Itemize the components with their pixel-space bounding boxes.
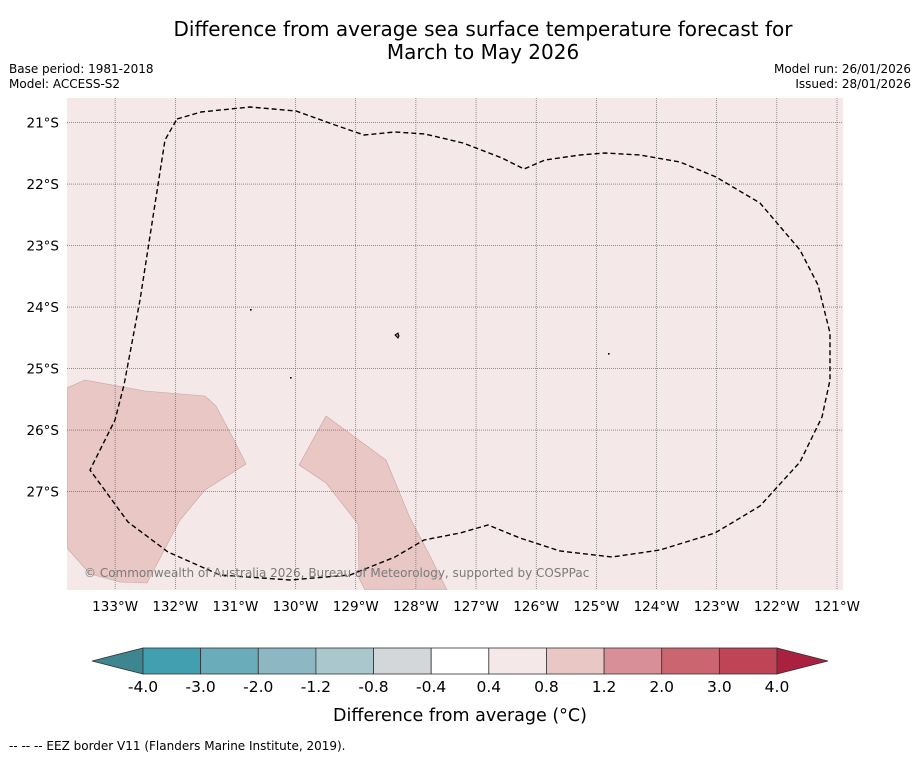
colorbar-label: Difference from average (°C) (333, 706, 587, 726)
island (608, 353, 610, 355)
colorbar-segment (142, 647, 202, 675)
colorbar-segment (488, 647, 547, 675)
islands (250, 309, 610, 379)
latitude-label: 25°S (27, 362, 60, 378)
graticule (67, 98, 843, 590)
colorbar-segment (603, 647, 663, 675)
colorbar-segment (718, 647, 778, 675)
colorbar-tick-label: -0.8 (358, 678, 388, 696)
colorbar-segment (200, 647, 259, 675)
longitude-label: 131°W (212, 599, 258, 615)
meta-left: Base period: 1981-2018 Model: ACCESS-S2 (9, 62, 154, 92)
map-title: Difference from average sea surface temp… (0, 18, 919, 64)
longitude-label: 124°W (634, 599, 680, 615)
map-background (67, 98, 843, 590)
colorbar-tick-label: 1.2 (592, 678, 617, 696)
latitude-label: 27°S (27, 485, 60, 501)
colorbar-tick-labels: -4.0 -3.0 -2.0 -1.2 -0.8 -0.4 0.4 0.8 1.2 2.0 3.0 4… (128, 678, 789, 696)
longitude-label: 130°W (273, 599, 319, 615)
colorbar-tick-label: 3.0 (707, 678, 732, 696)
colorbar-over-extension (776, 647, 829, 675)
longitude-label: 121°W (814, 599, 860, 615)
island (250, 309, 252, 311)
colorbar-tick-label: 0.8 (534, 678, 559, 696)
longitude-label: 133°W (92, 599, 138, 615)
issued-date: Issued: 28/01/2026 (795, 77, 911, 91)
colorbar-tick-label: -2.0 (243, 678, 273, 696)
meta-right: Model run: 26/01/2026 Issued: 28/01/2026 (774, 62, 911, 92)
colorbar-tick-label: 4.0 (765, 678, 790, 696)
warm-anomaly-area-central (298, 415, 448, 590)
longitude-labels: 133°W 132°W 131°W 130°W 129°W 128°W 127°W 126°W… (92, 599, 860, 615)
title-line-1: Difference from average sea surface temp… (173, 17, 793, 41)
longitude-label: 126°W (513, 599, 559, 615)
model-name: Model: ACCESS-S2 (9, 77, 121, 91)
model-run: Model run: 26/01/2026 (773, 62, 911, 76)
colorbar-segment (430, 647, 490, 675)
latitude-label: 24°S (27, 300, 60, 316)
colorbar-segments (142, 647, 778, 675)
longitude-label: 122°W (754, 599, 800, 615)
latitude-label: 21°S (27, 116, 60, 132)
latitude-label: 23°S (27, 239, 60, 255)
island (394, 332, 400, 339)
colorbar-tick-label: 2.0 (649, 678, 674, 696)
title-line-2: March to May 2026 (386, 40, 580, 64)
colorbar-segment (315, 647, 374, 675)
longitude-label: 132°W (152, 599, 198, 615)
copyright-credit: © Commonwealth of Australia 2026, Bureau… (84, 566, 589, 580)
colorbar-segment (257, 647, 317, 675)
colorbar-tick-label: 0.4 (476, 678, 501, 696)
colorbar-segment (373, 647, 432, 675)
colorbar-segment (546, 647, 605, 675)
longitude-label: 129°W (333, 599, 379, 615)
eez-border (89, 106, 831, 581)
map-panel: © Commonwealth of Australia 2026, Bureau… (27, 98, 860, 615)
latitude-labels: 21°S 22°S 23°S 24°S 25°S 26°S 27°S (27, 116, 60, 501)
longitude-label: 123°W (694, 599, 740, 615)
longitude-label: 125°W (573, 599, 619, 615)
longitude-label: 127°W (453, 599, 499, 615)
warm-anomaly-area-west (67, 379, 247, 584)
colorbar-tick-label: -3.0 (186, 678, 216, 696)
colorbar: -4.0 -3.0 -2.0 -1.2 -0.8 -0.4 0.4 0.8 1.2 2.0 3.0 4… (91, 647, 829, 726)
island (290, 377, 292, 379)
longitude-label: 128°W (393, 599, 439, 615)
eez-footnote: -- -- -- EEZ border V11 (Flanders Marine… (9, 739, 346, 753)
base-period: Base period: 1981-2018 (9, 62, 154, 76)
colorbar-segment (661, 647, 720, 675)
latitude-label: 26°S (27, 423, 60, 439)
colorbar-under-extension (91, 647, 144, 675)
colorbar-tick-label: -4.0 (128, 678, 158, 696)
latitude-label: 22°S (27, 177, 60, 193)
colorbar-tick-label: -1.2 (301, 678, 331, 696)
colorbar-tick-label: -0.4 (416, 678, 446, 696)
